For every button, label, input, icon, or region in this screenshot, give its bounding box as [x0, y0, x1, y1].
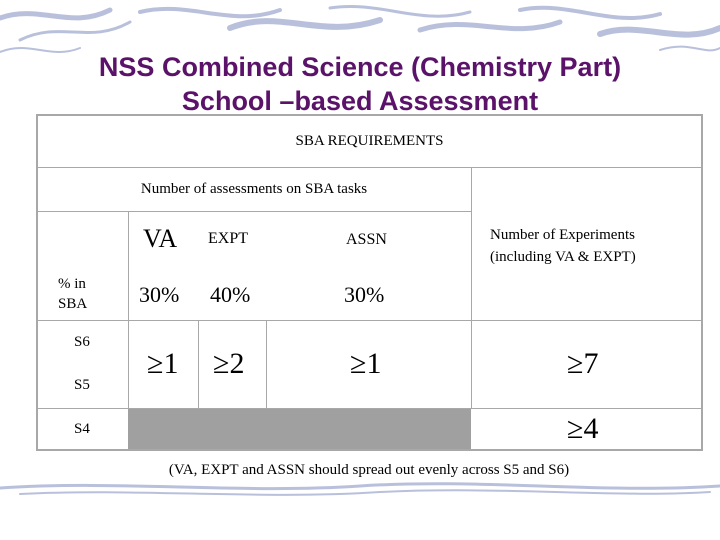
grid-line: [36, 408, 703, 409]
grid-line: [36, 320, 129, 321]
table-border-right: [701, 114, 703, 451]
title-line-2: School –based Assessment: [181, 86, 539, 116]
row-label-s6: S6: [74, 334, 90, 350]
value-va: ≥1: [147, 347, 179, 380]
table-border-bottom: [36, 449, 703, 451]
grid-line: [128, 211, 129, 408]
row-label-s4: S4: [74, 421, 90, 437]
row-label-s5: S5: [74, 377, 90, 393]
table-border-left: [36, 114, 38, 451]
value-assn: ≥1: [350, 347, 382, 380]
percent-label: % in SBA: [58, 276, 88, 312]
experiments-header: Number of Experiments (including VA & EX…: [490, 227, 636, 265]
percent-expt: 40%: [210, 282, 251, 307]
value-expt: ≥2: [213, 347, 245, 380]
grid-line: [128, 320, 703, 321]
percent-assn: 30%: [344, 282, 385, 307]
table-border-top: [36, 114, 703, 116]
s4-shaded-cell: [128, 408, 471, 449]
percent-va: 30%: [139, 282, 180, 307]
column-assn: ASSN: [346, 231, 387, 248]
value-experiments-s4: ≥4: [567, 412, 599, 445]
page-title: NSS Combined Science (Chemistry Part) Sc…: [0, 50, 720, 118]
grid-line: [36, 167, 703, 168]
table-subheader: Number of assessments on SBA tasks: [140, 181, 368, 197]
grid-line: [266, 320, 267, 408]
grid-line: [198, 320, 199, 408]
value-experiments-s5-s6: ≥7: [567, 347, 599, 380]
column-expt: EXPT: [208, 230, 248, 247]
grid-line: [471, 167, 472, 409]
table-header: SBA REQUIREMENTS: [295, 133, 444, 149]
column-va: VA: [143, 224, 178, 253]
grid-line: [36, 211, 472, 212]
footnote: (VA, EXPT and ASSN should spread out eve…: [168, 462, 570, 478]
title-line-1: NSS Combined Science (Chemistry Part): [98, 52, 622, 82]
